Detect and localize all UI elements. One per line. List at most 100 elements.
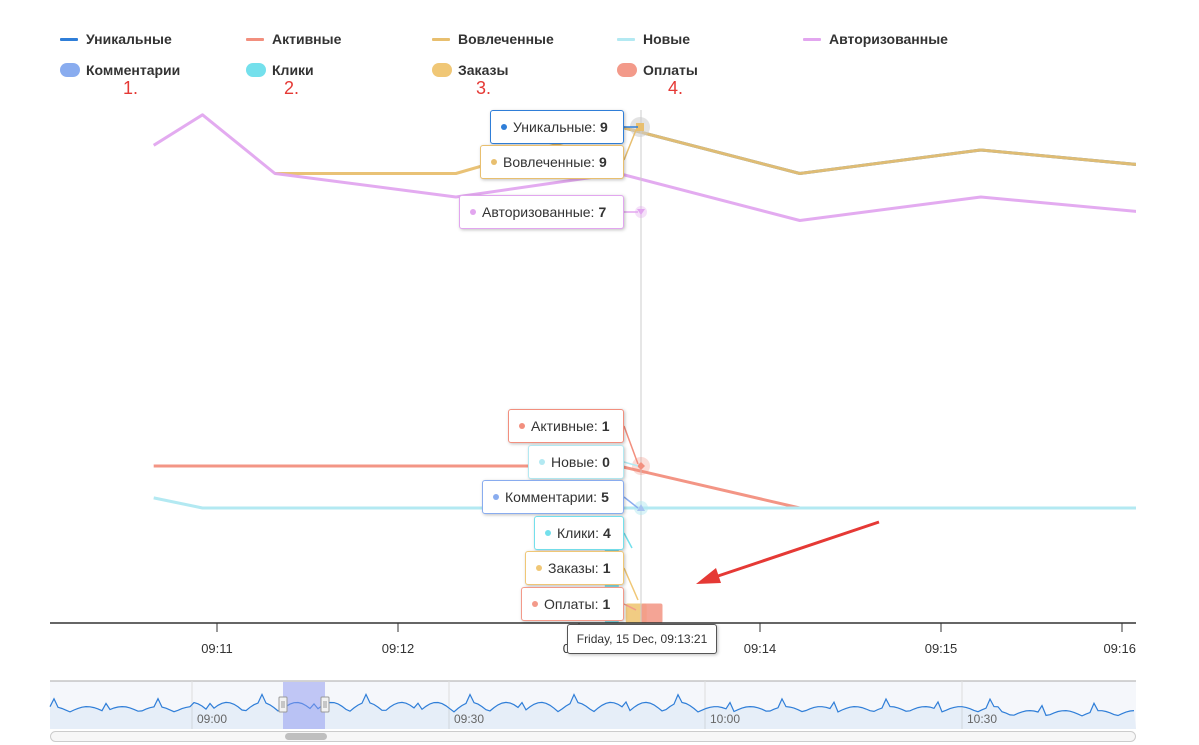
tooltip-value: 1 [602,596,611,612]
x-tick-label: 09:14 [744,641,777,656]
tooltip-active: Активные: 1 [508,409,624,443]
series-line-3 [153,464,1136,510]
x-tick-label: 09:15 [925,641,958,656]
legend-line-swatch [246,37,264,41]
tooltip-connector [623,567,639,601]
red-arrow [696,520,880,584]
legend-item-clicks[interactable]: Клики [246,61,314,79]
navigator-scrollbar[interactable] [50,731,1136,742]
tooltip-comments: Комментарии: 5 [482,480,624,514]
legend-label: Уникальные [86,31,172,47]
tooltip-engaged: Вовлеченные: 9 [480,145,624,179]
tooltip-label: Клики: [557,525,599,541]
column-bar-2 [641,603,663,623]
tooltip-connectors [623,126,639,611]
tooltip-dot [532,601,538,607]
time-tooltip: Friday, 15 Dec, 09:13:21 [567,624,717,654]
tooltip-dot [519,423,525,429]
tooltip-value: 9 [599,154,607,170]
tooltip-connector [623,603,637,611]
navigator: 09:00 09:30 10:00 10:30 [49,680,1136,729]
legend-item-active[interactable]: Активные [246,30,341,48]
tooltip-label: Комментарии: [505,489,598,505]
legend-line-swatch [617,37,635,41]
series-line-4 [153,496,1136,510]
tooltip-label: Вовлеченные: [503,154,596,170]
legend-column-swatch [617,63,637,77]
tooltip-connector [623,496,639,509]
navigator-selection[interactable] [283,682,325,729]
legend-item-authorized[interactable]: Авторизованные [803,30,948,48]
legend-label: Оплаты [643,62,698,78]
hover-marker-triangle [637,209,645,215]
tooltip-label: Заказы: [548,560,599,576]
x-tick-label: 09:16 [1103,641,1136,656]
tooltip-dot [545,530,551,536]
legend-label: Активные [272,31,342,47]
legend-item-engaged[interactable]: Вовлеченные [432,30,554,48]
tooltip-label: Активные: [531,418,598,434]
series-line-0 [618,125,1136,175]
tooltip-value: 7 [598,204,607,220]
tooltip-orders: Заказы: 1 [525,551,624,585]
x-tick-label: 09:12 [382,641,415,656]
navigator-series-line [49,692,1135,717]
scrollbar-thumb[interactable] [285,733,327,740]
tooltip-clicks: Клики: 4 [534,516,624,550]
annotation-4: 4. [668,78,684,98]
arrow-shaft [711,520,880,580]
series-line-1 [274,125,1136,175]
legend-item-orders[interactable]: Заказы [432,61,508,79]
legend-line-swatch [432,37,450,41]
legend-item-payments[interactable]: Оплаты [617,61,698,79]
legend-label: Клики [272,62,314,78]
legend-label: Авторизованные [829,31,948,47]
tooltip-label: Авторизованные: [482,204,595,220]
navigator-background [50,681,1136,729]
hover-marker-triangle [637,504,645,511]
series-lines [152,113,1136,510]
tooltip-label: Оплаты: [544,596,599,612]
navigator-right-handle[interactable] [320,696,330,713]
navigator-handle-body [320,696,330,713]
legend-column-swatch [60,63,80,77]
tooltip-dot [470,209,476,215]
navigator-tick-label: 09:30 [454,712,484,726]
legend-column-swatch [246,63,266,77]
navigator-left-handle[interactable] [278,696,288,713]
tooltip-new: Новые: 0 [528,445,624,479]
navigator-handle-body [278,696,288,713]
tooltip-value: 1 [602,560,611,576]
legend-item-comments[interactable]: Комментарии [60,61,180,79]
tooltip-dot [493,494,499,500]
annotation-1: 1. [123,78,139,98]
legend-item-new[interactable]: Новые [617,30,690,48]
tooltip-unique: Уникальные: 9 [490,110,624,144]
legend-label: Вовлеченные [458,31,554,47]
tooltip-connector [623,532,633,549]
tooltip-connector [623,461,639,467]
tooltip-value: 1 [601,418,610,434]
tooltip-value: 9 [599,119,608,135]
tooltip-value: 0 [602,454,610,470]
legend-column-swatch [432,63,452,77]
tooltip-connector [623,425,639,465]
series-line-2 [152,113,1136,222]
tooltip-label: Уникальные: [513,119,596,135]
tooltip-value: 4 [602,525,611,541]
hover-marker-diamond [637,462,645,470]
navigator-tick-label: 10:30 [967,712,997,726]
legend-label: Новые [643,31,691,47]
legend-item-unique[interactable]: Уникальные [60,30,172,48]
tooltip-connector [623,129,637,161]
annotation-3: 3. [476,78,492,98]
x-tick-label: 09:11 [201,641,233,656]
legend-label: Комментарии [86,62,181,78]
tooltip-dot [501,124,507,130]
tooltip-dot [491,159,497,165]
legend-label: Заказы [458,62,509,78]
tooltip-dot [536,565,542,571]
tooltip-value: 5 [601,489,609,505]
legend-line-swatch [803,37,821,41]
hover-marker-square [636,123,644,131]
